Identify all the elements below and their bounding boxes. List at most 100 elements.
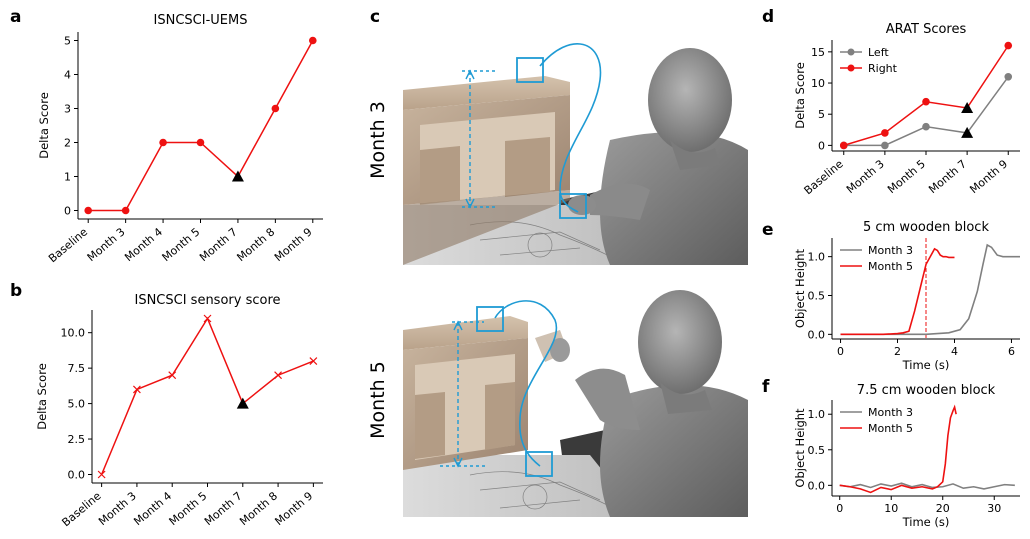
x-tick-label: Month 9 bbox=[272, 489, 315, 528]
x-axis-label: Time (s) bbox=[902, 515, 950, 529]
data-point bbox=[308, 36, 317, 45]
photo-month3 bbox=[403, 10, 748, 265]
chart-title: ISNCSCI-UEMS bbox=[154, 13, 248, 28]
x-tick-label: 0 bbox=[836, 502, 843, 515]
x-tick-label: 2 bbox=[894, 345, 901, 358]
data-point bbox=[121, 206, 130, 215]
data-point bbox=[271, 104, 280, 113]
y-tick-label: 1.0 bbox=[808, 251, 826, 264]
legend-label: Right bbox=[868, 62, 898, 75]
legend-label: Month 3 bbox=[868, 406, 913, 419]
x-tick-label: Month 4 bbox=[131, 489, 174, 528]
y-tick-label: 0 bbox=[64, 205, 71, 218]
x-tick-label: Month 7 bbox=[926, 157, 969, 196]
x-tick-label: Month 5 bbox=[885, 157, 928, 196]
series-line-month-3 bbox=[840, 243, 1020, 336]
x-tick-label: Month 4 bbox=[122, 225, 165, 264]
legend-label: Left bbox=[868, 46, 889, 59]
data-point bbox=[168, 371, 177, 380]
legend-marker bbox=[847, 48, 855, 56]
y-tick-label: 0.0 bbox=[68, 468, 86, 481]
x-tick-label: Month 3 bbox=[85, 225, 128, 264]
x-tick-label: 30 bbox=[987, 502, 1001, 515]
series-line-b bbox=[100, 316, 314, 475]
highlight-triangle-marker bbox=[231, 170, 244, 182]
x-tick-label: Baseline bbox=[802, 157, 846, 197]
legend-label: Month 3 bbox=[868, 244, 913, 257]
y-tick-label: 0.5 bbox=[808, 444, 826, 457]
x-tick-label: 20 bbox=[936, 502, 950, 515]
highlight-triangle-marker bbox=[961, 101, 974, 113]
legend-label: Month 5 bbox=[868, 422, 913, 435]
legend-marker bbox=[847, 64, 855, 72]
y-tick-label: 2.5 bbox=[68, 433, 86, 446]
data-point bbox=[132, 385, 141, 394]
y-tick-label: 1 bbox=[64, 171, 71, 184]
panel-letter-b: b bbox=[10, 281, 22, 301]
data-point bbox=[839, 141, 848, 150]
y-tick-label: 3 bbox=[64, 103, 71, 116]
photo-label-month5: Month 5 bbox=[367, 361, 389, 439]
x-tick-label: 0 bbox=[837, 345, 844, 358]
data-point bbox=[196, 138, 205, 147]
x-tick-label: Month 8 bbox=[237, 489, 280, 528]
data-point bbox=[274, 371, 283, 380]
x-tick-label: 4 bbox=[951, 345, 958, 358]
x-tick-label: 6 bbox=[1008, 345, 1015, 358]
y-tick-label: 5 bbox=[818, 108, 825, 121]
y-tick-label: 15 bbox=[811, 46, 825, 59]
data-point bbox=[159, 138, 167, 147]
x-tick-label: Month 3 bbox=[96, 489, 139, 528]
highlight-triangle-marker bbox=[236, 397, 249, 409]
data-point bbox=[1004, 72, 1013, 81]
panel-letter-f: f bbox=[762, 377, 770, 397]
highlight-triangle-marker bbox=[961, 126, 974, 138]
x-tick-label: Month 7 bbox=[197, 225, 240, 264]
y-tick-label: 10 bbox=[811, 77, 825, 90]
y-tick-label: 1.0 bbox=[808, 408, 826, 421]
y-tick-label: 0.5 bbox=[808, 289, 826, 302]
chart-title: 7.5 cm wooden block bbox=[857, 383, 996, 398]
x-tick-label: Month 5 bbox=[167, 489, 210, 528]
x-tick-label: Month 3 bbox=[844, 157, 887, 196]
series-line-a bbox=[88, 40, 314, 212]
series-line-month-5 bbox=[840, 247, 955, 336]
data-point bbox=[922, 97, 930, 106]
panel-letter-a: a bbox=[10, 7, 21, 27]
panel-letter-c: c bbox=[370, 7, 380, 27]
x-tick-label: Baseline bbox=[59, 489, 103, 529]
photo-month5 bbox=[403, 282, 748, 517]
data-point bbox=[881, 129, 889, 137]
y-axis-label: Object Height bbox=[793, 408, 807, 488]
x-axis-label: Time (s) bbox=[902, 358, 950, 372]
y-tick-label: 5 bbox=[64, 35, 71, 48]
panel-letter-d: d bbox=[762, 7, 774, 27]
data-point bbox=[203, 314, 212, 323]
y-tick-label: 0.0 bbox=[808, 479, 826, 492]
y-axis-label: Object Height bbox=[793, 248, 807, 328]
data-point bbox=[881, 141, 889, 150]
data-point bbox=[1004, 41, 1013, 50]
data-point bbox=[309, 357, 318, 365]
y-tick-label: 5.0 bbox=[68, 398, 86, 411]
chart-b: ISNCSCI sensory score 0.0 2.5 5.0 7.5 10.0 Bas… bbox=[35, 293, 323, 529]
y-tick-label: 0 bbox=[818, 139, 825, 152]
series-line-left bbox=[843, 76, 1009, 147]
chart-e: 5 cm wooden block 0.0 0.5 1.0 0 2 4 6 Object Hei… bbox=[793, 220, 1020, 372]
x-tick-label: Month 5 bbox=[160, 225, 203, 264]
y-tick-label: 4 bbox=[64, 69, 71, 82]
photo-label-month3: Month 3 bbox=[367, 101, 389, 179]
y-axis-label: Delta Score bbox=[35, 363, 49, 430]
y-axis-label: Delta Score bbox=[793, 62, 807, 129]
data-point bbox=[84, 206, 93, 215]
series-line-month-3 bbox=[839, 482, 1015, 490]
y-tick-label: 2 bbox=[64, 137, 71, 150]
data-point bbox=[97, 470, 106, 479]
chart-title: 5 cm wooden block bbox=[863, 220, 989, 235]
legend-label: Month 5 bbox=[868, 260, 913, 273]
y-tick-label: 10.0 bbox=[61, 327, 86, 340]
x-tick-label: Month 9 bbox=[272, 225, 315, 264]
